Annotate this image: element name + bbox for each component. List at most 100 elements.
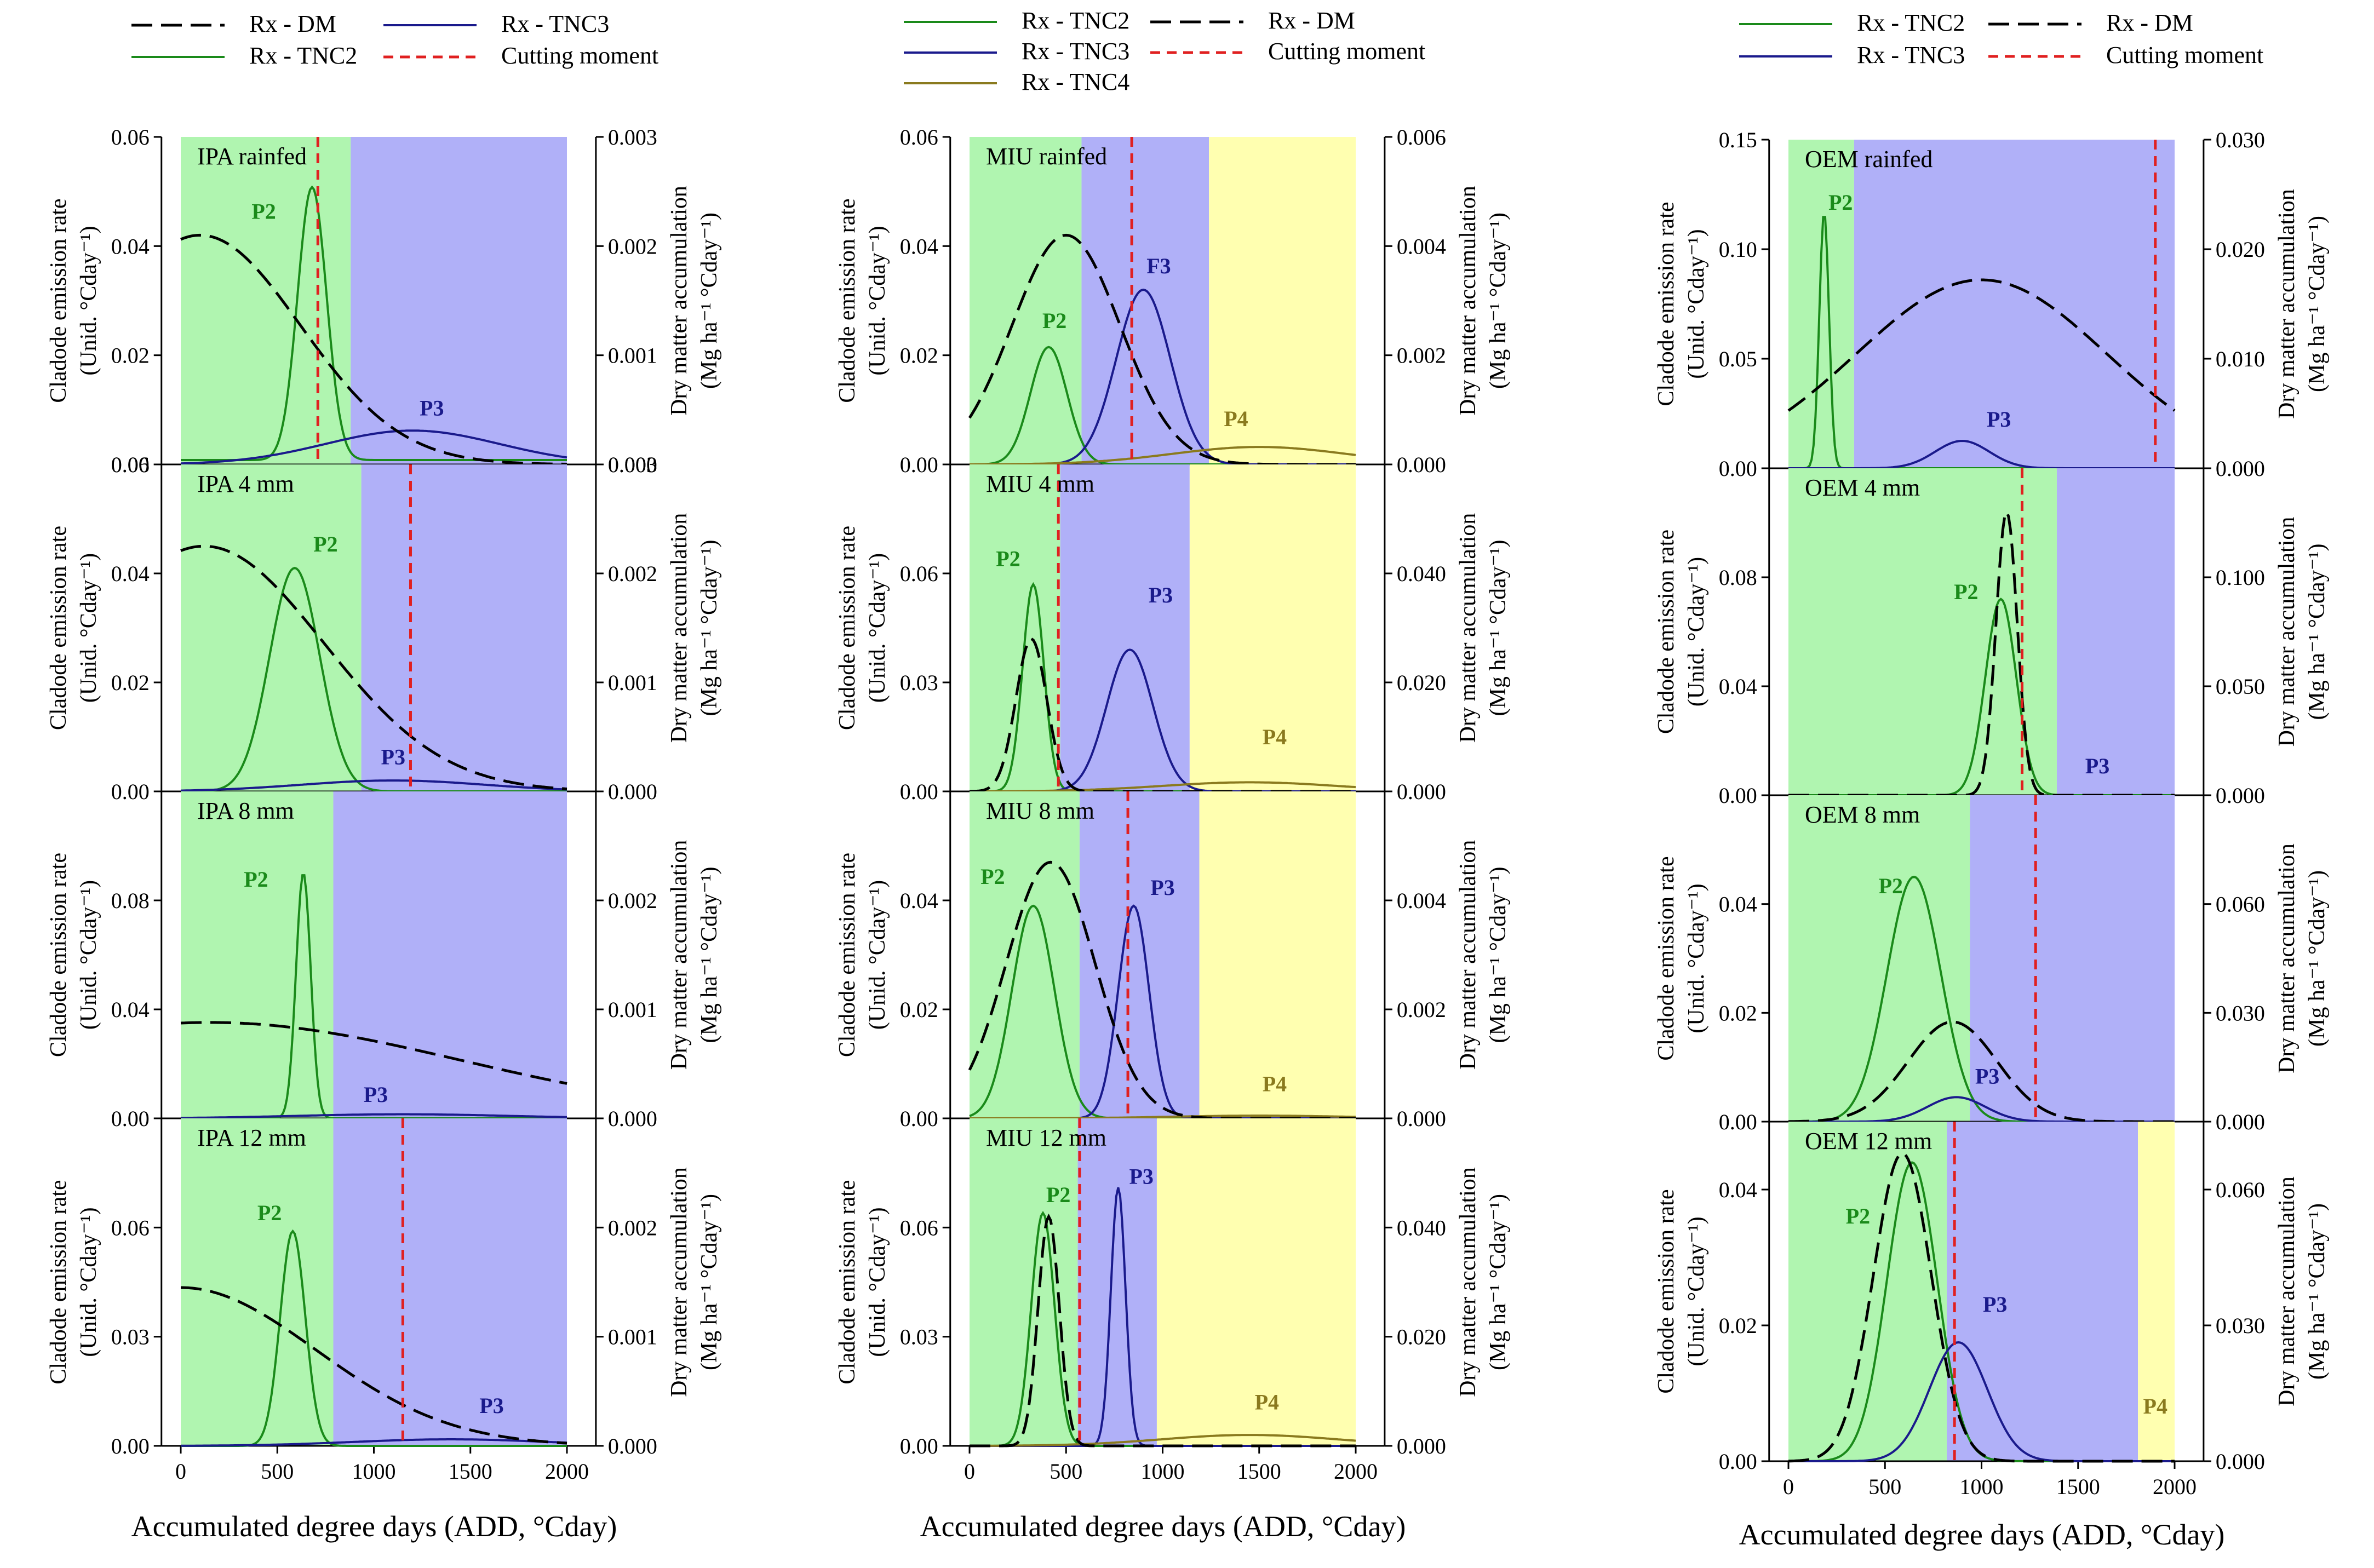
y2-label-line1: Dry matter accumulation: [1455, 513, 1481, 743]
y2-tick-label: 0.000: [608, 779, 657, 804]
phase-band-p2: [1788, 140, 1854, 468]
phase-label: P3: [364, 1082, 388, 1107]
y2-tick-label: 0.000: [608, 1434, 657, 1458]
phase-label: P2: [1046, 1182, 1070, 1207]
y2-label-line1: Dry matter accumulation: [667, 186, 692, 416]
legend-label: Rx - TNC3: [501, 10, 609, 37]
y2-tick-label: 0.002: [1397, 997, 1446, 1022]
y-tick-label: 0.04: [1719, 674, 1757, 699]
y2-tick-label: 0.000: [2216, 783, 2265, 808]
y2-tick-label: 0.030: [2216, 1001, 2265, 1025]
y-tick-label: 0.00: [900, 452, 938, 477]
y2-label-line2: (Mg ha⁻¹ °Cday⁻¹): [697, 212, 722, 389]
phase-label: P2: [1828, 190, 1853, 215]
phase-band-p3: [333, 791, 567, 1118]
x-axis-title-1: Accumulated degree days (ADD, °Cday): [131, 1510, 617, 1543]
phase-label: P2: [244, 867, 268, 892]
phase-band-p2: [1788, 1122, 1947, 1461]
y-tick-label: 0.00: [1719, 1449, 1757, 1474]
y2-label-line1: Dry matter accumulation: [2274, 1176, 2300, 1406]
y2-tick-label: 0.001: [608, 997, 657, 1022]
y2-label-line1: Dry matter accumulation: [2274, 517, 2300, 747]
y2-label-line1: Dry matter accumulation: [667, 840, 692, 1070]
phase-label: P3: [381, 744, 405, 769]
y-axis-label-right: Dry matter accumulation (Mg ha⁻¹ °Cday⁻¹): [667, 186, 722, 416]
series-dm: [180, 544, 567, 790]
y2-label-line1: Dry matter accumulation: [2274, 189, 2300, 419]
y2-tick-label: 0.020: [2216, 237, 2265, 262]
y-tick-label: 0.04: [1719, 892, 1757, 917]
panel-miu-8-mm: 0.00 0.02 0.04 0.000 0.002 0.004 MIU 8 mm P2 P3 P…: [835, 791, 1511, 1131]
y2-tick-label: 0.004: [1397, 234, 1446, 259]
y-axis-label-left: Cladode emission rate (Unid. °Cday⁻¹): [1654, 530, 1709, 734]
y2-tick-label: 0.030: [2216, 1313, 2265, 1338]
series-dm: [180, 233, 567, 466]
x-tick-label: 1000: [1141, 1459, 1185, 1484]
y2-label-line2: (Mg ha⁻¹ °Cday⁻¹): [697, 1194, 722, 1370]
y-tick-label: 0.03: [111, 1325, 150, 1349]
phase-label: P4: [1263, 1071, 1287, 1096]
panel-miu-4-mm: 0.00 0.03 0.06 0.000 0.020 0.040 MIU 4 mm P2 P3 P…: [835, 464, 1511, 804]
y2-label-line2: (Mg ha⁻¹ °Cday⁻¹): [697, 867, 722, 1043]
y-tick-label: 0.00: [111, 1434, 150, 1458]
x-tick-label: 500: [1050, 1459, 1082, 1484]
y-axis-label-right: Dry matter accumulation (Mg ha⁻¹ °Cday⁻¹): [667, 513, 722, 743]
y2-tick-label: 0.001: [608, 343, 657, 368]
legend-label: Rx - DM: [249, 10, 336, 37]
y2-tick-label: 0.000: [2216, 1449, 2265, 1474]
y-tick-label: 0.05: [1719, 347, 1757, 371]
y-label-line1: Cladode emission rate: [1654, 202, 1679, 406]
y2-tick-label: 0.040: [1397, 561, 1446, 586]
y-tick-label: 0.04: [900, 234, 938, 259]
y-tick-label: 0.00: [111, 452, 150, 477]
phase-band-p2: [181, 791, 334, 1118]
phase-band-p4: [1156, 1118, 1356, 1446]
series-dm: [180, 1021, 567, 1085]
y-label-line1: Cladode emission rate: [1654, 1189, 1679, 1393]
y-axis-label-left: Cladode emission rate (Unid. °Cday⁻¹): [835, 853, 890, 1057]
y-tick-label: 0.15: [1719, 128, 1757, 152]
y-label-line2: (Unid. °Cday⁻¹): [76, 1207, 101, 1357]
legend-label: Rx - DM: [1268, 7, 1355, 34]
y-tick-label: 0.00: [900, 779, 938, 804]
series-tnc3: [180, 1113, 567, 1119]
y-axis-label-left: Cladode emission rate (Unid. °Cday⁻¹): [46, 1180, 101, 1384]
y-tick-label: 0.04: [1719, 1178, 1757, 1202]
phase-band-p3: [1079, 791, 1200, 1118]
y-tick-label: 0.08: [1719, 565, 1757, 590]
legend-label: Rx - TNC2: [1857, 9, 1965, 36]
series-dm: [1788, 1020, 2175, 1123]
y-tick-label: 0.00: [1719, 456, 1757, 481]
y2-tick-label: 0.002: [1397, 343, 1446, 368]
series-dm: [181, 1286, 567, 1445]
y2-tick-label: 0.001: [608, 1325, 657, 1349]
y-axis-label-right: Dry matter accumulation (Mg ha⁻¹ °Cday⁻¹): [2274, 843, 2330, 1073]
panel-title: OEM 8 mm: [1805, 801, 1920, 828]
y-tick-label: 0.08: [111, 888, 150, 913]
phase-label: P3: [1150, 875, 1174, 900]
y-tick-label: 0.06: [900, 561, 938, 586]
series-tnc3: [180, 779, 567, 792]
series-dm: [970, 1213, 1356, 1448]
y-label-line2: (Unid. °Cday⁻¹): [76, 226, 101, 375]
phase-band-p3: [1854, 140, 2175, 468]
x-tick-label: 0: [1783, 1474, 1794, 1499]
legend-label: Rx - TNC2: [249, 42, 357, 69]
phase-band-p2: [1788, 795, 1970, 1122]
x-tick-label: 0: [175, 1459, 186, 1484]
y-tick-label: 0.00: [111, 779, 150, 804]
y-label-line2: (Unid. °Cday⁻¹): [1684, 557, 1709, 707]
series-tnc3: [1788, 1341, 2175, 1462]
y-tick-label: 0.00: [900, 1434, 938, 1458]
phase-band-p4: [2138, 1122, 2175, 1461]
phase-label: P3: [1983, 1292, 2007, 1317]
y2-label-line2: (Mg ha⁻¹ °Cday⁻¹): [1486, 867, 1511, 1043]
panel-ipa-8-mm: 0.00 0.04 0.08 0.000 0.001 0.002 IPA 8 mm P2 P3 C…: [46, 791, 722, 1131]
panel-title: IPA 8 mm: [197, 797, 294, 824]
y2-tick-label: 0.002: [608, 561, 657, 586]
y-axis-label-left: Cladode emission rate (Unid. °Cday⁻¹): [1654, 202, 1709, 406]
series-tnc4: [970, 446, 1356, 466]
y2-label-line1: Dry matter accumulation: [2274, 843, 2300, 1073]
y-tick-label: 0.00: [111, 1106, 150, 1131]
